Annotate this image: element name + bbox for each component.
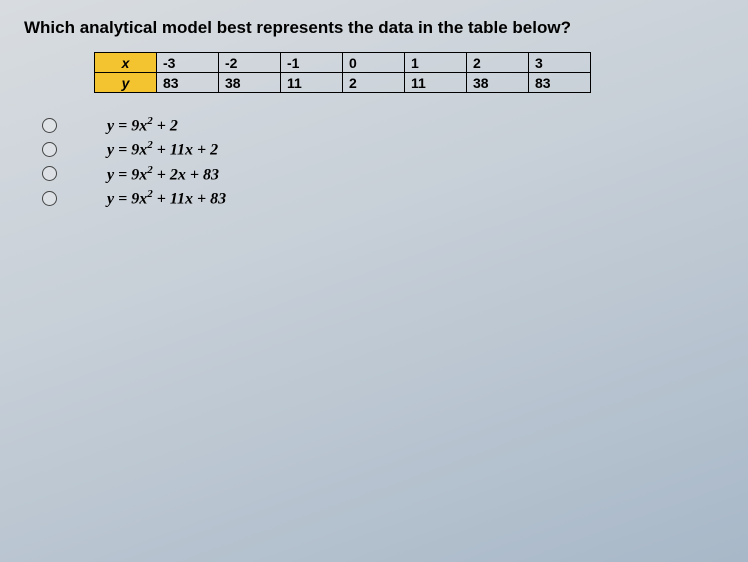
y-cell: 83 (157, 73, 219, 93)
option-a[interactable]: y = 9x2 + 2 (42, 115, 724, 135)
data-table-container: x -3 -2 -1 0 1 2 3 y 83 38 11 2 11 38 83 (94, 52, 724, 93)
x-header: x (95, 53, 157, 73)
x-cell: -3 (157, 53, 219, 73)
y-cell: 38 (467, 73, 529, 93)
question-text: Which analytical model best represents t… (24, 18, 724, 38)
y-cell: 11 (281, 73, 343, 93)
x-cell: -2 (219, 53, 281, 73)
y-header: y (95, 73, 157, 93)
y-cell: 2 (343, 73, 405, 93)
y-cell: 38 (219, 73, 281, 93)
option-b-text: y = 9x2 + 11x + 2 (107, 139, 218, 159)
y-cell: 11 (405, 73, 467, 93)
x-cell: 3 (529, 53, 591, 73)
radio-icon[interactable] (42, 118, 57, 133)
option-b[interactable]: y = 9x2 + 11x + 2 (42, 139, 724, 159)
option-c[interactable]: y = 9x2 + 2x + 83 (42, 164, 724, 184)
x-cell: 0 (343, 53, 405, 73)
y-cell: 83 (529, 73, 591, 93)
x-cell: -1 (281, 53, 343, 73)
table-row-x: x -3 -2 -1 0 1 2 3 (95, 53, 591, 73)
x-cell: 2 (467, 53, 529, 73)
answer-options: y = 9x2 + 2 y = 9x2 + 11x + 2 y = 9x2 + … (42, 115, 724, 208)
radio-icon[interactable] (42, 142, 57, 157)
option-a-text: y = 9x2 + 2 (107, 115, 178, 135)
data-table: x -3 -2 -1 0 1 2 3 y 83 38 11 2 11 38 83 (94, 52, 591, 93)
x-cell: 1 (405, 53, 467, 73)
table-row-y: y 83 38 11 2 11 38 83 (95, 73, 591, 93)
radio-icon[interactable] (42, 191, 57, 206)
option-c-text: y = 9x2 + 2x + 83 (107, 164, 219, 184)
radio-icon[interactable] (42, 166, 57, 181)
option-d[interactable]: y = 9x2 + 11x + 83 (42, 188, 724, 208)
option-d-text: y = 9x2 + 11x + 83 (107, 188, 226, 208)
